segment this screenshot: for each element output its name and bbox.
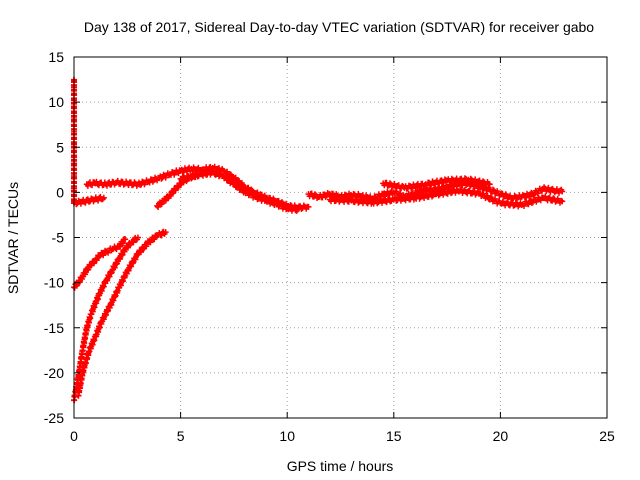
- data-point: [559, 188, 566, 195]
- ticks: 0 5 10 15 20 25 -25 -20 -15 -10 -5 0 5 10 15: [44, 49, 615, 444]
- grid: [74, 57, 607, 418]
- data-point-trail: [221, 173, 236, 188]
- series-isolated-points: [71, 76, 107, 208]
- data-point: [122, 236, 129, 243]
- x-tick-label: 20: [493, 428, 509, 444]
- data-point: [100, 194, 107, 201]
- data-point-trail: [434, 186, 460, 199]
- chart-title: Day 138 of 2017, Sidereal Day-to-day VTE…: [84, 19, 594, 35]
- y-tick-label: 15: [48, 49, 64, 65]
- series-night-band-lower: [326, 186, 566, 210]
- data-point: [305, 203, 312, 210]
- data-point-trail: [116, 269, 130, 291]
- y-tick-label: -5: [52, 230, 65, 246]
- data-point: [134, 234, 141, 241]
- x-tick-label: 0: [70, 428, 78, 444]
- x-axis-label: GPS time / hours: [287, 458, 394, 474]
- data-point-trail: [75, 348, 86, 380]
- data-point: [486, 181, 493, 188]
- data-point-trail: [466, 175, 492, 188]
- data-point-trail: [79, 349, 92, 375]
- y-tick-label: 5: [56, 139, 64, 155]
- data-point-trail: [530, 185, 545, 199]
- data-point: [559, 198, 566, 205]
- data-point-trail: [107, 284, 122, 308]
- data-point-trail: [519, 194, 545, 209]
- data-point-trail: [413, 185, 428, 197]
- data-point-trail: [97, 278, 109, 297]
- x-tick-label: 10: [279, 428, 295, 444]
- data-point-trail: [135, 238, 151, 257]
- data-point-trail: [541, 193, 565, 206]
- data-point-trail: [413, 189, 439, 202]
- data-point-trail: [423, 176, 449, 189]
- data-point-trail: [370, 195, 396, 207]
- x-tick-label: 15: [386, 428, 402, 444]
- data-point: [162, 229, 169, 236]
- data-point-trail: [86, 333, 98, 355]
- x-tick-label: 25: [599, 428, 615, 444]
- data-point-trail: [381, 179, 407, 192]
- series-rising-arc: [154, 171, 201, 210]
- data-point-trail: [99, 303, 113, 325]
- data-point-trail: [498, 190, 513, 202]
- data-points: [71, 76, 566, 404]
- y-tick-label: -20: [44, 365, 64, 381]
- data-point-trail: [328, 195, 353, 205]
- data-point-trail: [92, 319, 105, 340]
- data-point-trail: [84, 311, 94, 330]
- data-point-trail: [231, 180, 247, 196]
- data-point-trail: [487, 186, 503, 199]
- y-tick-label: -10: [44, 275, 64, 291]
- data-point-trail: [551, 186, 565, 196]
- series-steep-arc-A: [71, 234, 141, 404]
- y-axis-label: SDTVAR / TECUs: [5, 182, 21, 294]
- data-point: [294, 206, 301, 213]
- data-point-trail: [104, 245, 115, 256]
- y-tick-label: -15: [44, 320, 64, 336]
- data-point-trail: [402, 180, 428, 192]
- data-point: [194, 171, 201, 178]
- data-point-trail: [349, 196, 375, 207]
- data-point-trail: [72, 193, 106, 208]
- x-tick-label: 5: [177, 428, 185, 444]
- data-point-trail: [103, 268, 115, 284]
- data-point-trail: [263, 196, 279, 208]
- y-tick-label: -25: [44, 410, 64, 426]
- data-point-trail: [477, 190, 503, 207]
- data-point-trail: [498, 198, 524, 210]
- y-tick-label: 10: [48, 94, 64, 110]
- series-night-band-upper: [380, 175, 493, 192]
- y-tick-label: 0: [56, 184, 64, 200]
- series-steep-arc-B: [75, 228, 169, 399]
- data-point-trail: [541, 184, 556, 195]
